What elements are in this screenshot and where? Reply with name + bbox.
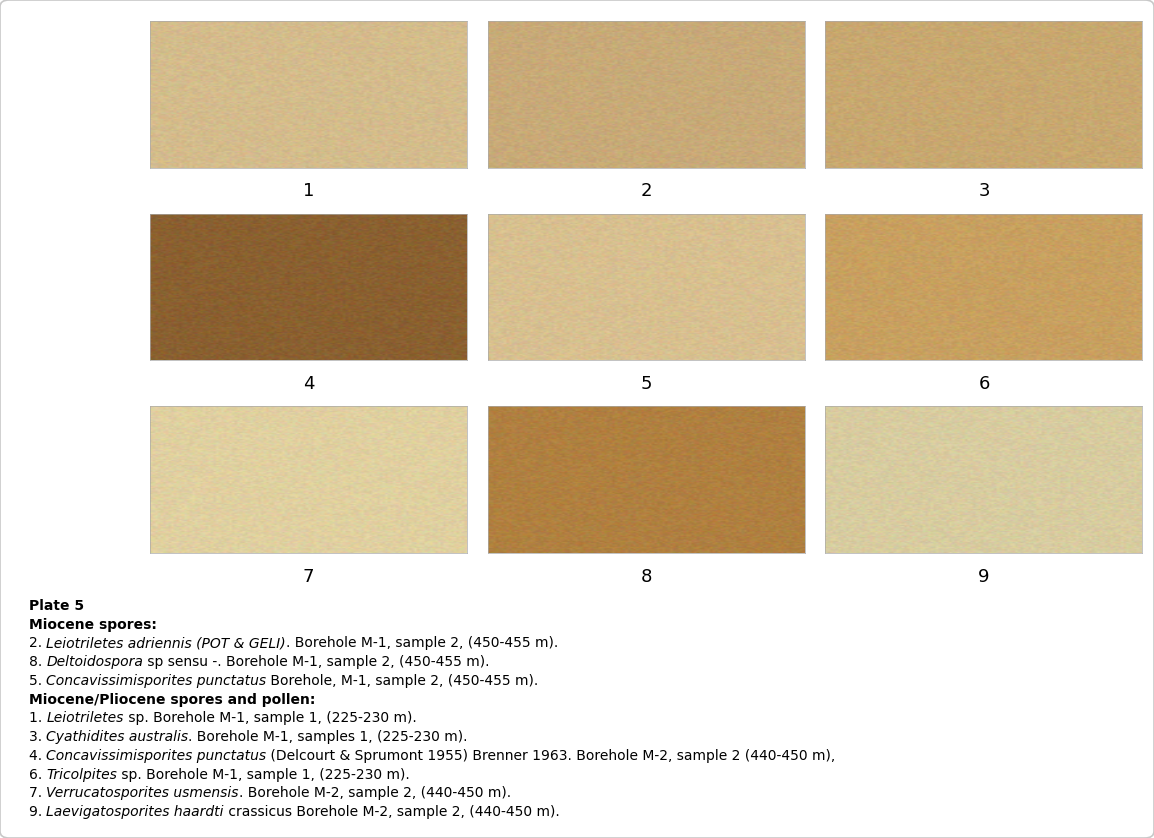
Text: 6.: 6. <box>29 768 46 782</box>
Text: 6: 6 <box>979 375 990 393</box>
Text: Miocene/Pliocene spores and pollen:: Miocene/Pliocene spores and pollen: <box>29 692 315 706</box>
Text: sp sensu -. Borehole M-1, sample 2, (450-455 m).: sp sensu -. Borehole M-1, sample 2, (450… <box>143 655 489 669</box>
Text: Tricolpites: Tricolpites <box>46 768 118 782</box>
Text: 9: 9 <box>979 568 990 586</box>
Text: 8.: 8. <box>29 655 46 669</box>
Text: crassicus Borehole M-2, sample 2, (440-450 m).: crassicus Borehole M-2, sample 2, (440-4… <box>224 805 560 820</box>
Text: 2: 2 <box>640 183 652 200</box>
Text: 3: 3 <box>979 183 990 200</box>
Text: Leiotriletes: Leiotriletes <box>46 711 123 726</box>
Text: Plate 5: Plate 5 <box>29 598 84 613</box>
Text: sp. Borehole M-1, sample 1, (225-230 m).: sp. Borehole M-1, sample 1, (225-230 m). <box>123 711 417 726</box>
Text: Concavissimisporites punctatus: Concavissimisporites punctatus <box>46 749 267 763</box>
Text: Leiotriletes adriennis (POT & GELI): Leiotriletes adriennis (POT & GELI) <box>46 636 286 650</box>
Text: Borehole, M-1, sample 2, (450-455 m).: Borehole, M-1, sample 2, (450-455 m). <box>267 674 539 688</box>
Text: 5: 5 <box>640 375 652 393</box>
Text: 7.: 7. <box>29 786 46 800</box>
Text: . Borehole M-1, samples 1, (225-230 m).: . Borehole M-1, samples 1, (225-230 m). <box>188 730 469 744</box>
Text: Cyathidites australis: Cyathidites australis <box>46 730 188 744</box>
Text: 4: 4 <box>302 375 314 393</box>
Text: . Borehole M-1, sample 2, (450-455 m).: . Borehole M-1, sample 2, (450-455 m). <box>286 636 559 650</box>
Text: Deltoidospora: Deltoidospora <box>46 655 143 669</box>
Text: 1.: 1. <box>29 711 46 726</box>
Text: sp. Borehole M-1, sample 1, (225-230 m).: sp. Borehole M-1, sample 1, (225-230 m). <box>118 768 410 782</box>
Text: . Borehole M-2, sample 2, (440-450 m).: . Borehole M-2, sample 2, (440-450 m). <box>239 786 511 800</box>
Text: Miocene spores:: Miocene spores: <box>29 618 157 632</box>
Text: 3.: 3. <box>29 730 46 744</box>
Text: Verrucatosporites usmensis: Verrucatosporites usmensis <box>46 786 239 800</box>
Text: 7: 7 <box>302 568 314 586</box>
Text: 8: 8 <box>640 568 652 586</box>
Text: 4.: 4. <box>29 749 46 763</box>
Text: Laevigatosporites haardti: Laevigatosporites haardti <box>46 805 224 820</box>
Text: 2.: 2. <box>29 636 46 650</box>
Text: (Delcourt & Sprumont 1955) Brenner 1963. Borehole M-2, sample 2 (440-450 m),: (Delcourt & Sprumont 1955) Brenner 1963.… <box>267 749 835 763</box>
Text: 1: 1 <box>302 183 314 200</box>
Text: 5.: 5. <box>29 674 46 688</box>
Text: 9.: 9. <box>29 805 46 820</box>
Text: Concavissimisporites punctatus: Concavissimisporites punctatus <box>46 674 267 688</box>
